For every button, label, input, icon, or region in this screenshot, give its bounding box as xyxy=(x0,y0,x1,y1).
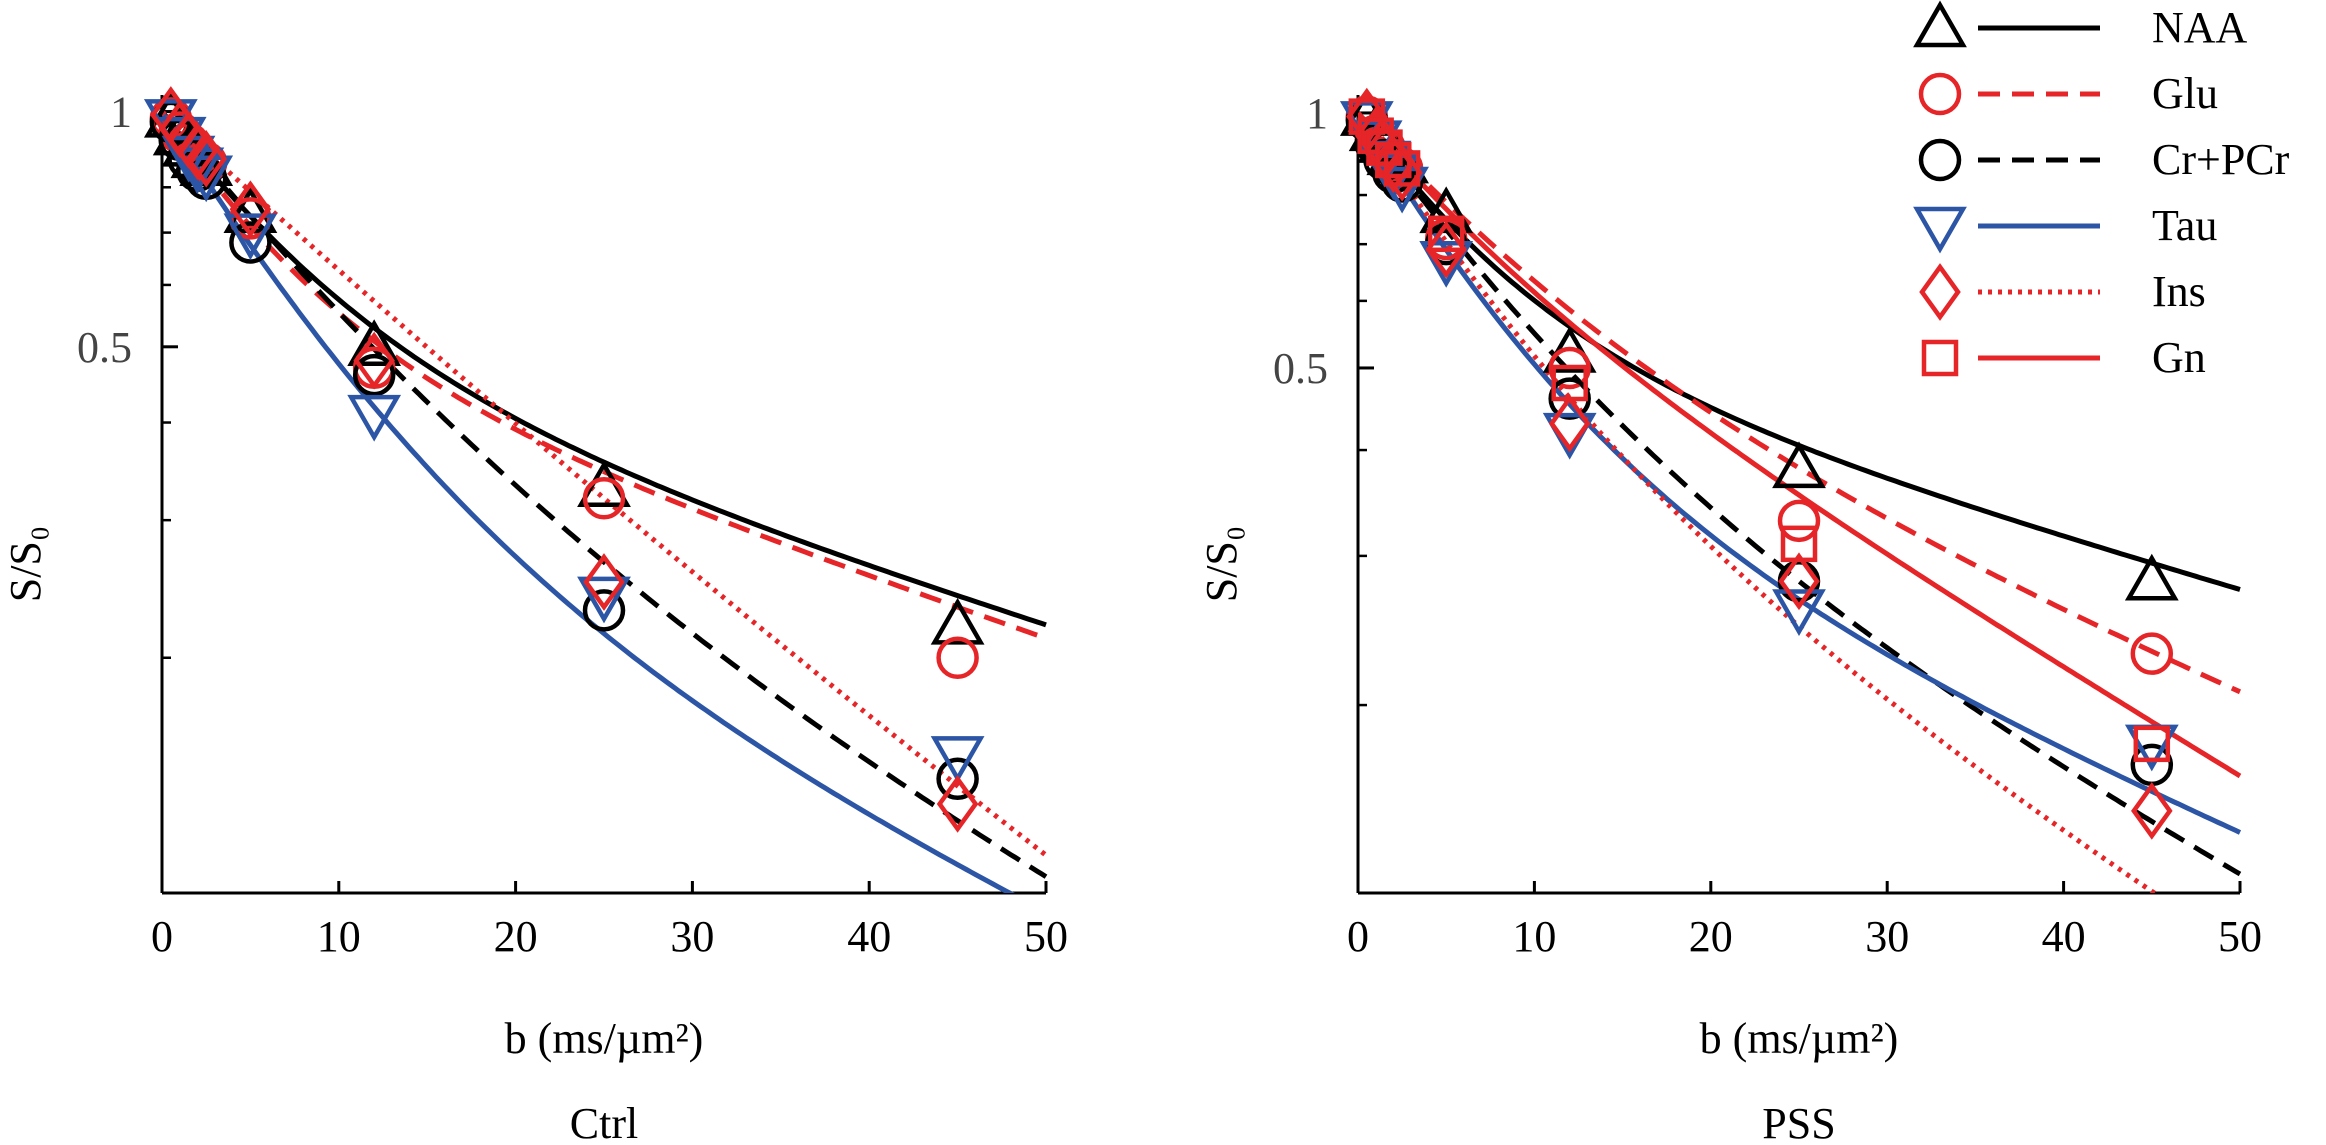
data-point-gn xyxy=(1375,141,1412,179)
data-point-naa xyxy=(930,597,985,645)
x-axis-label: b (ms/µm²) xyxy=(505,1014,704,1063)
data-point-ins xyxy=(583,553,625,611)
x-tick-label: 20 xyxy=(1689,912,1733,961)
legend-item-naa: NAA xyxy=(1913,0,2248,52)
legend-label: Ins xyxy=(2152,267,2206,316)
legend-marker-cr-pcr xyxy=(1918,138,1962,182)
x-tick-label: 10 xyxy=(1512,912,1556,961)
legend-item-glu: Glu xyxy=(1918,69,2218,118)
data-point-cr-pcr xyxy=(229,221,272,264)
x-tick-label: 10 xyxy=(317,912,361,961)
fit-curve-ins xyxy=(1358,111,2159,893)
data-point-tau xyxy=(1772,589,1826,637)
legend-item-ins: Ins xyxy=(1919,263,2206,321)
legend-label: Glu xyxy=(2152,69,2218,118)
data-point-cr-pcr xyxy=(1548,377,1591,420)
y-axis-label: S/S₀ xyxy=(1197,526,1246,603)
data-point-gn xyxy=(1551,364,1588,402)
fit-curve-gn xyxy=(1358,111,2242,779)
fit-curve-cr-pcr xyxy=(162,110,1048,879)
fit-curves xyxy=(162,109,1048,893)
y-tick-label: 1 xyxy=(1306,89,1328,138)
data-point-ins xyxy=(1425,220,1467,279)
data-point-gn xyxy=(2133,725,2171,763)
data-point-tau xyxy=(179,155,234,203)
data-point-naa xyxy=(2124,553,2179,601)
legend-marker-naa xyxy=(1913,0,1967,48)
data-point-naa xyxy=(1772,441,1826,489)
data-point-ins xyxy=(936,775,979,833)
data-point-glu xyxy=(936,636,979,680)
legend-marker-gn xyxy=(1921,339,1959,377)
y-tick-label: 0.5 xyxy=(1273,344,1328,393)
data-points xyxy=(143,86,985,833)
legend-label: NAA xyxy=(2152,3,2248,52)
data-point-cr-pcr xyxy=(582,589,626,632)
x-tick-label: 0 xyxy=(1347,912,1369,961)
x-tick-label: 50 xyxy=(2218,912,2262,961)
data-points xyxy=(1339,87,2179,840)
legend-item-gn: Gn xyxy=(1921,333,2206,382)
data-point-glu xyxy=(1777,499,1821,543)
data-point-glu xyxy=(1548,346,1591,390)
data-point-ins xyxy=(1778,552,1820,611)
data-point-tau xyxy=(1419,241,1474,288)
fit-curve-naa xyxy=(1358,111,2241,592)
data-point-tau xyxy=(577,576,631,624)
data-point-tau xyxy=(223,213,278,261)
x-tick-label: 40 xyxy=(847,912,891,961)
data-point-glu xyxy=(2130,632,2174,675)
legend-item-tau: Tau xyxy=(1913,201,2217,254)
data-point-gn xyxy=(1780,525,1818,563)
data-point-cr-pcr xyxy=(1777,560,1821,603)
data-point-gn xyxy=(1427,215,1465,253)
data-point-naa xyxy=(1419,186,1474,234)
panel-title: Ctrl xyxy=(570,1099,638,1145)
legend-label: Cr+PCr xyxy=(2152,135,2290,184)
y-axis-label: S/S₀ xyxy=(1,526,50,603)
fit-curve-glu xyxy=(162,110,1047,641)
legend-item-cr-pcr: Cr+PCr xyxy=(1918,135,2290,184)
y-tick-label: 0.5 xyxy=(77,323,132,372)
data-point-naa xyxy=(347,319,402,367)
data-point-ins xyxy=(353,331,395,390)
x-tick-label: 40 xyxy=(2042,912,2086,961)
panel-pss: 0 10 20 30 40 50 1 0.5 b (ms/µm²) S/S₀ PSS xyxy=(1197,87,2262,1145)
data-point-cr-pcr xyxy=(936,757,979,801)
fit-curve-ins xyxy=(162,109,1048,858)
data-point-ins xyxy=(1548,394,1591,453)
legend-marker-ins xyxy=(1919,263,1961,321)
x-tick-label: 50 xyxy=(1024,912,1068,961)
fit-curve-cr-pcr xyxy=(1358,111,2242,877)
fit-curve-tau xyxy=(1358,111,2242,835)
data-point-cr-pcr xyxy=(352,353,396,397)
legend-label: Tau xyxy=(2152,201,2217,250)
data-point-ins xyxy=(2131,782,2173,840)
data-point-ins xyxy=(185,129,227,188)
data-point-gn xyxy=(1383,150,1421,187)
data-point-tau xyxy=(930,736,985,783)
legend-marker-glu xyxy=(1918,72,1962,116)
fit-curves xyxy=(1358,111,2242,893)
data-point-ins xyxy=(176,122,219,180)
x-tick-label: 30 xyxy=(670,912,714,961)
fit-curve-naa xyxy=(162,110,1047,628)
legend: NAA Glu Cr+PCr Tau Ins Gn xyxy=(1913,0,2290,382)
legend-label: Gn xyxy=(2152,333,2206,382)
legend-marker-tau xyxy=(1913,206,1967,254)
panel-ctrl: 0 10 20 30 40 50 1 0.5 b (ms/µm²) S/S₀ Ctrl xyxy=(1,86,1068,1145)
x-tick-label: 0 xyxy=(151,912,173,961)
panel-title: PSS xyxy=(1762,1099,1835,1145)
data-point-glu xyxy=(582,477,626,520)
data-point-ins xyxy=(229,180,272,239)
fit-curve-glu xyxy=(1358,111,2242,695)
y-tick-label: 1 xyxy=(110,88,132,137)
x-tick-label: 30 xyxy=(1865,912,1909,961)
data-point-tau xyxy=(347,394,402,442)
fit-curve-tau xyxy=(162,110,1015,893)
x-axis-label: b (ms/µm²) xyxy=(1700,1014,1899,1063)
x-tick-label: 20 xyxy=(494,912,538,961)
